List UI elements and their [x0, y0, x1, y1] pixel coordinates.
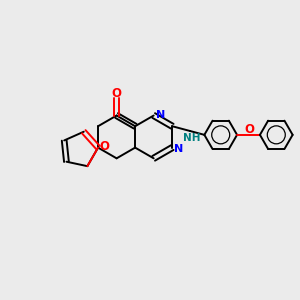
Text: N: N: [174, 143, 183, 154]
Text: N: N: [156, 110, 165, 120]
Text: NH: NH: [183, 133, 200, 142]
Text: O: O: [244, 123, 254, 136]
Text: O: O: [99, 140, 109, 153]
Text: O: O: [112, 87, 122, 100]
